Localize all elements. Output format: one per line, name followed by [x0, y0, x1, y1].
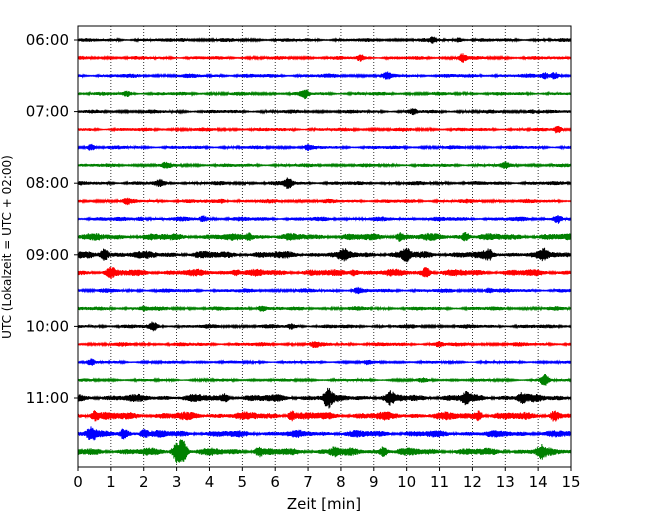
trace-row	[77, 125, 572, 134]
trace-row	[77, 410, 572, 422]
x-tick-label: 14	[529, 473, 548, 491]
trace-row	[77, 321, 572, 332]
trace-row	[77, 426, 572, 441]
x-tick-label: 6	[270, 473, 280, 491]
x-tick-label: 10	[397, 473, 416, 491]
trace-row	[77, 286, 572, 295]
trace-row	[77, 108, 572, 116]
trace-row	[77, 305, 572, 312]
x-tick-label: 12	[463, 473, 482, 491]
trace-row	[77, 197, 572, 206]
x-tick-label: 5	[238, 473, 248, 491]
trace-row	[77, 36, 572, 44]
y-tick-label: 08:00	[26, 174, 69, 192]
trace-row	[77, 341, 572, 348]
trace-row	[77, 358, 572, 366]
trace-row	[77, 232, 572, 242]
x-tick-label: 7	[303, 473, 313, 491]
trace-row	[77, 89, 572, 100]
x-tick-label: 11	[430, 473, 449, 491]
y-tick-label: 09:00	[26, 246, 69, 264]
x-tick-label: 13	[496, 473, 515, 491]
y-tick-label: 07:00	[26, 103, 69, 121]
trace-row	[77, 53, 572, 63]
trace-row	[77, 439, 572, 464]
x-tick-label: 0	[73, 473, 83, 491]
trace-row	[77, 267, 572, 280]
trace-layer	[77, 36, 572, 464]
trace-row	[77, 373, 572, 386]
x-tick-label: 1	[106, 473, 116, 491]
y-tick-label: 06:00	[26, 31, 69, 49]
trace-row	[77, 177, 572, 189]
x-tick-label: 2	[139, 473, 149, 491]
trace-row	[77, 71, 572, 80]
trace-row	[77, 387, 572, 409]
trace-row	[77, 247, 572, 263]
plot-frame	[77, 25, 572, 468]
y-axis-label: UTC (Lokalzeit = UTC + 02:00)	[0, 155, 14, 339]
trace-row	[77, 214, 572, 224]
trace-row	[77, 143, 572, 151]
y-axis: 06:00 07:00 08:00 09:00 10:00 11:00	[26, 31, 78, 407]
x-tick-label: 15	[561, 473, 580, 491]
x-tick-label: 4	[205, 473, 215, 491]
x-axis: 0 1 2 3 4 5 6 7 8 9 10 11 12 13 14 15	[73, 467, 581, 491]
trace-row	[77, 161, 572, 170]
x-tick-label: 8	[336, 473, 346, 491]
x-axis-label: Zeit [min]	[287, 495, 361, 513]
x-tick-label: 9	[369, 473, 379, 491]
y-tick-label: 11:00	[26, 389, 69, 407]
x-tick-label: 3	[172, 473, 182, 491]
y-tick-label: 10:00	[26, 317, 69, 335]
